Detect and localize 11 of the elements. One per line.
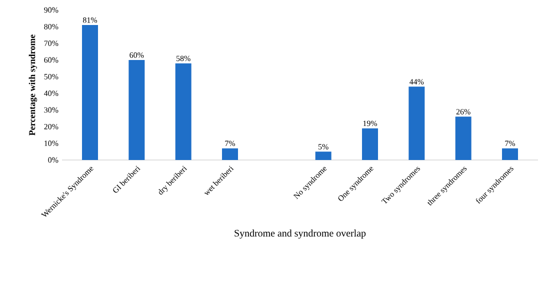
bar	[455, 116, 472, 160]
bar	[222, 148, 238, 160]
bar	[128, 60, 145, 160]
x-axis-title: Syndrome and syndrome overlap	[234, 230, 366, 239]
bar	[408, 86, 425, 160]
y-axis-title: Percentage with syndrome	[28, 34, 38, 136]
bar	[175, 63, 192, 160]
bar	[82, 25, 98, 160]
bar	[502, 148, 518, 160]
bar	[362, 128, 378, 160]
bar	[315, 152, 332, 160]
